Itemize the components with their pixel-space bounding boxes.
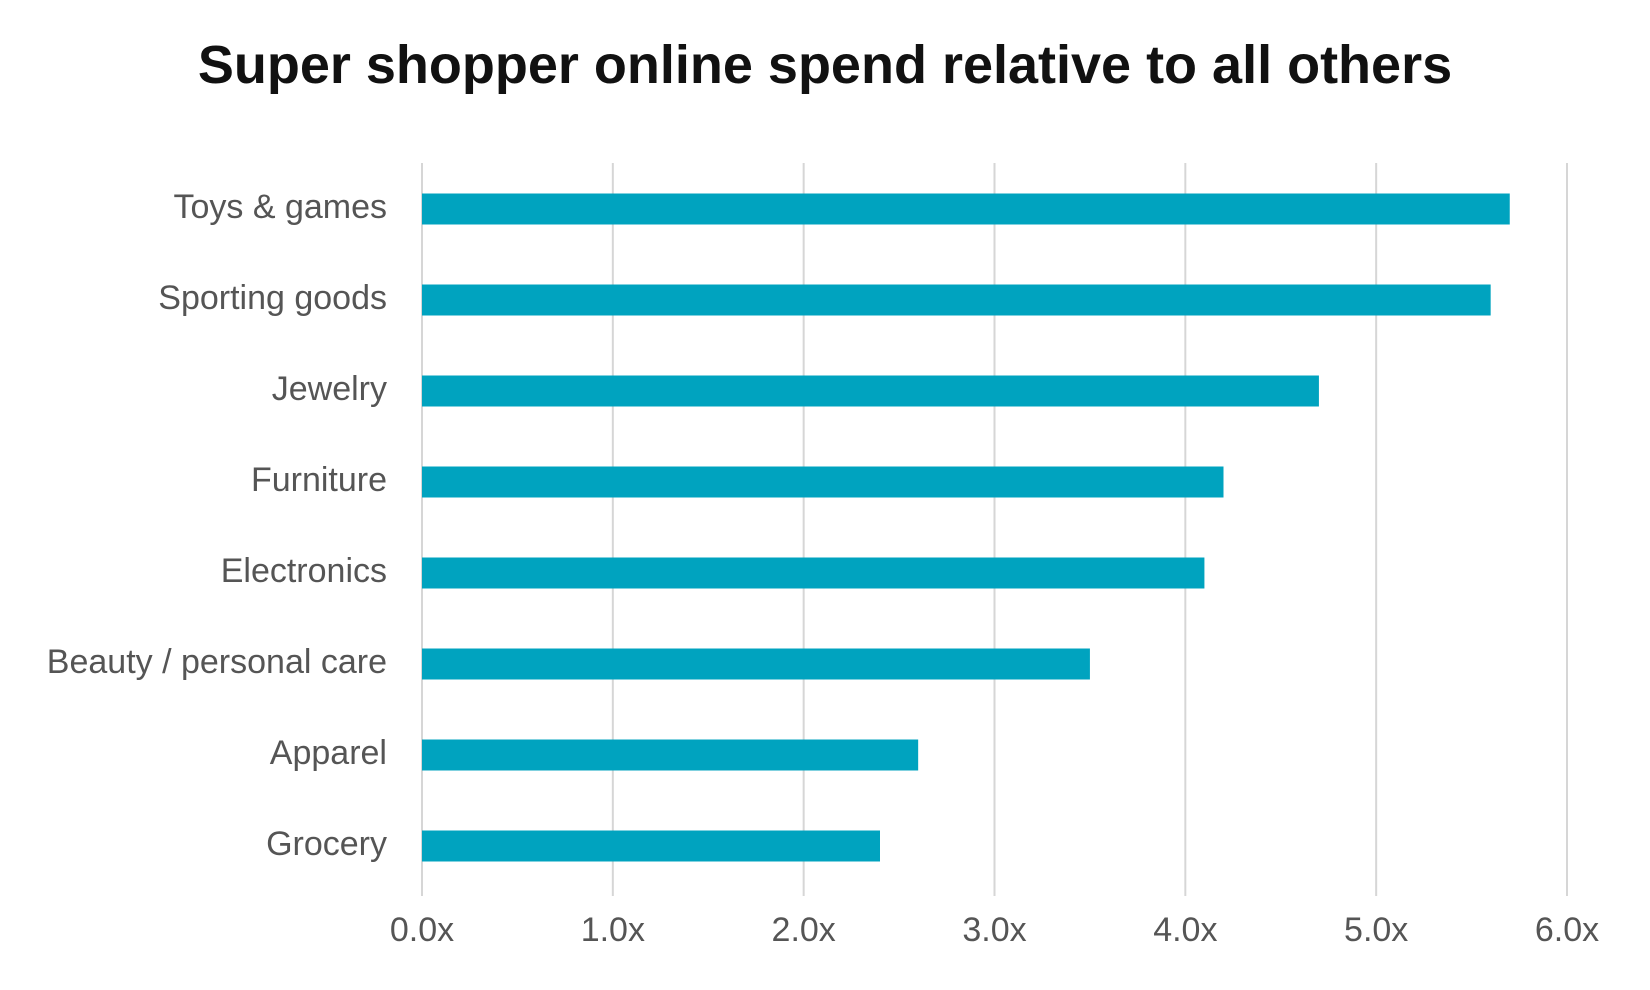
x-tick-labels: 0.0x 1.0x 2.0x 3.0x 4.0x 5.0x 6.0x: [390, 911, 1599, 949]
bar: [422, 739, 919, 771]
x-tick-label: 6.0x: [1535, 911, 1599, 949]
bar: [422, 466, 1224, 498]
category-label: Electronics: [221, 552, 387, 590]
category-label: Beauty / personal care: [47, 643, 387, 681]
x-tick-label: 2.0x: [772, 911, 836, 949]
x-tick-label: 0.0x: [390, 911, 454, 949]
bar: [422, 193, 1510, 225]
category-labels: Toys & games Sporting goods Jewelry Furnitu…: [47, 188, 387, 863]
gridlines: [421, 163, 1568, 896]
category-label: Jewelry: [272, 370, 387, 408]
category-label: Sporting goods: [158, 279, 387, 317]
category-label: Apparel: [270, 734, 387, 772]
category-label: Toys & games: [173, 188, 387, 226]
x-tick-label: 3.0x: [962, 911, 1026, 949]
category-label: Grocery: [266, 825, 387, 863]
bar: [422, 284, 1491, 316]
chart-title: Super shopper online spend relative to a…: [197, 35, 1453, 95]
bars: [422, 193, 1510, 862]
bar: [422, 557, 1205, 589]
x-tick-label: 4.0x: [1153, 911, 1217, 949]
bar: [422, 648, 1090, 680]
category-label: Furniture: [251, 461, 387, 499]
bar: [422, 830, 880, 862]
x-tick-label: 1.0x: [581, 911, 645, 949]
x-tick-label: 5.0x: [1344, 911, 1408, 949]
bar: [422, 375, 1319, 407]
